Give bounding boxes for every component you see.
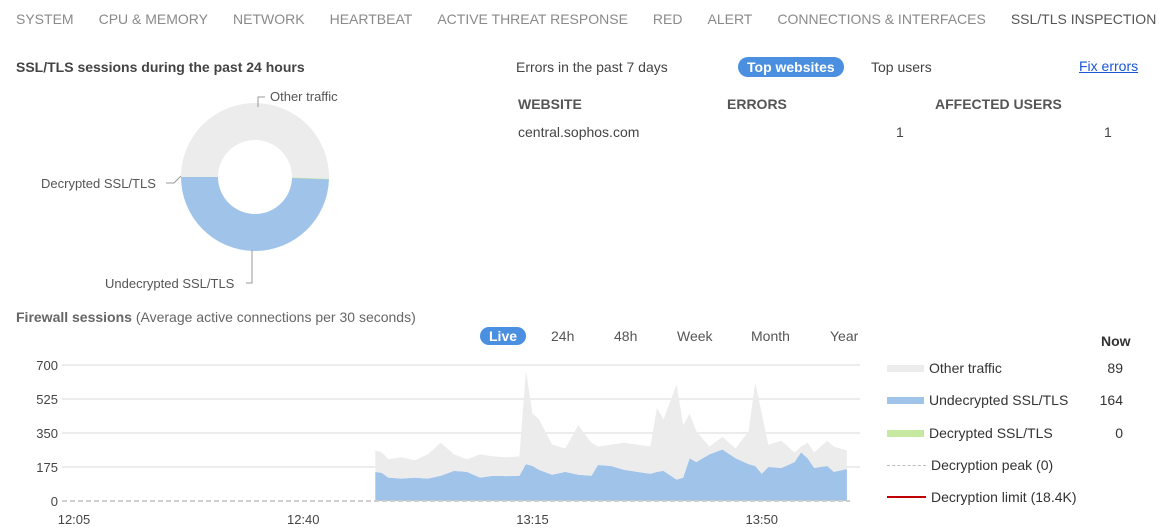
tab-system[interactable]: SYSTEM: [16, 11, 74, 27]
legend-swatch: [887, 396, 924, 404]
legend-swatch: [887, 464, 926, 466]
area-undecrypted-ssl-tls: [375, 449, 847, 501]
ssl-donut-chart: [166, 96, 329, 284]
range-week[interactable]: Week: [677, 328, 713, 344]
legend-label: Decrypted SSL/TLS: [929, 425, 1053, 441]
tab-heartbeat[interactable]: HEARTBEAT: [329, 11, 413, 27]
y-tick-label: 700: [36, 358, 58, 373]
tab-alert[interactable]: ALERT: [707, 11, 753, 27]
legend-now-value: 89: [1107, 360, 1123, 376]
range-48h[interactable]: 48h: [614, 328, 638, 344]
top-websites-toggle[interactable]: Top websites: [738, 57, 844, 77]
legend-now-value: 0: [1115, 425, 1123, 441]
legend-swatch: [887, 429, 924, 437]
legend-label: Decryption limit (18.4K): [931, 489, 1077, 505]
label-other-traffic: Other traffic: [270, 89, 338, 104]
range-month[interactable]: Month: [751, 328, 790, 344]
y-tick-label: 350: [36, 426, 58, 441]
leader-line: [246, 250, 253, 284]
legend-item: Decryption limit (18.4K): [887, 489, 1077, 505]
legend-label: Undecrypted SSL/TLS: [929, 392, 1069, 408]
legend-swatch: [887, 496, 926, 498]
x-tick-label: 12:40: [287, 512, 320, 527]
area-other-traffic: [375, 370, 847, 480]
leader-line: [257, 96, 265, 107]
sessions-title: Firewall sessions (Average active connec…: [16, 309, 416, 325]
tab-ssl-tls-inspection[interactable]: SSL/TLS INSPECTION: [1010, 11, 1157, 27]
y-tick-label: 175: [36, 460, 58, 475]
legend-label: Decryption peak (0): [931, 457, 1054, 473]
now-header: Now: [1101, 333, 1131, 349]
tab-cpu-memory[interactable]: CPU & MEMORY: [98, 11, 209, 27]
col-affected-users: AFFECTED USERS: [935, 96, 1062, 112]
donut-title: SSL/TLS sessions during the past 24 hour…: [16, 59, 305, 75]
legend-item: Other traffic: [887, 360, 1002, 376]
col-errors: ERRORS: [727, 96, 787, 112]
tab-active-threat-response[interactable]: ACTIVE THREAT RESPONSE: [437, 11, 628, 27]
x-tick-label: 13:50: [745, 512, 778, 527]
tab-red[interactable]: RED: [652, 11, 683, 27]
tab-network[interactable]: NETWORK: [233, 11, 305, 27]
label-decrypted: Decrypted SSL/TLS: [41, 176, 156, 191]
range-year[interactable]: Year: [830, 328, 859, 344]
x-tick-label: 12:05: [58, 512, 91, 527]
legend-item: Undecrypted SSL/TLS: [887, 392, 1068, 408]
leader-line: [166, 175, 182, 184]
legend-item: Decryption peak (0): [887, 457, 1053, 473]
range-live[interactable]: Live: [480, 327, 527, 345]
tab-connections-interfaces[interactable]: CONNECTIONS & INTERFACES: [777, 11, 986, 27]
donut-slice: [181, 102, 329, 180]
top-users-toggle[interactable]: Top users: [871, 59, 932, 75]
legend-swatch: [887, 364, 924, 372]
fix-errors-link[interactable]: Fix errors: [1079, 58, 1139, 74]
tab-bar: SYSTEM CPU & MEMORY NETWORK HEARTBEAT ACTIVE…: [16, 11, 1159, 27]
errors-title: Errors in the past 7 days: [516, 59, 668, 75]
legend-now-value: 164: [1099, 392, 1123, 408]
donut-slice: [181, 177, 329, 251]
y-tick-label: 0: [51, 494, 58, 509]
col-website: WEBSITE: [518, 96, 582, 112]
legend-item: Decrypted SSL/TLS: [887, 425, 1053, 441]
label-undecrypted: Undecrypted SSL/TLS: [105, 276, 235, 291]
firewall-sessions-chart: 0 175 350 525 700 12:05 12:40 13:15 13:50: [36, 358, 860, 527]
range-24h[interactable]: 24h: [551, 328, 575, 344]
table-cell-errors: 1: [896, 124, 904, 140]
legend-label: Other traffic: [929, 360, 1002, 376]
table-cell-affected-users: 1: [1104, 124, 1112, 140]
y-tick-label: 525: [36, 392, 58, 407]
sessions-subtitle: (Average active connections per 30 secon…: [135, 309, 416, 325]
table-cell-website: central.sophos.com: [518, 124, 640, 140]
x-tick-label: 13:15: [516, 512, 549, 527]
